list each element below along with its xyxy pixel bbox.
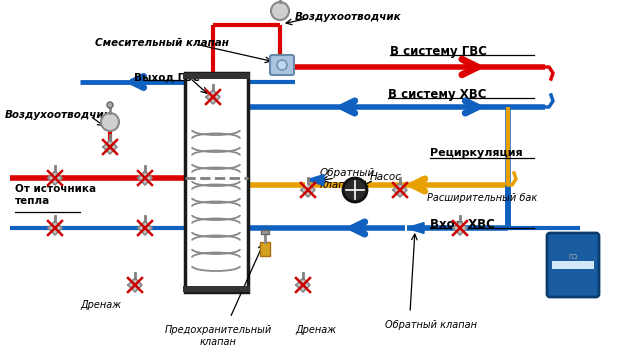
Text: Обратный
клапан: Обратный клапан bbox=[320, 168, 375, 190]
Text: Насос: Насос bbox=[370, 172, 402, 182]
Text: Предохранительный
клапан: Предохранительный клапан bbox=[164, 325, 271, 347]
Text: Вход ХВС: Вход ХВС bbox=[430, 218, 495, 231]
Polygon shape bbox=[128, 278, 142, 292]
Polygon shape bbox=[393, 183, 407, 197]
Polygon shape bbox=[453, 221, 467, 235]
Polygon shape bbox=[296, 278, 310, 292]
Polygon shape bbox=[103, 140, 117, 154]
Text: Рециркуляция: Рециркуляция bbox=[430, 148, 523, 158]
Text: В систему ХВС: В систему ХВС bbox=[388, 88, 487, 101]
Bar bbox=[260, 242, 270, 256]
Bar bbox=[261, 230, 269, 234]
Text: В систему ГВС: В систему ГВС bbox=[390, 45, 487, 58]
Text: Дренаж: Дренаж bbox=[295, 325, 336, 335]
FancyBboxPatch shape bbox=[547, 233, 599, 297]
Polygon shape bbox=[48, 171, 62, 185]
Bar bbox=[185, 73, 248, 292]
Circle shape bbox=[107, 102, 113, 108]
Text: От источника
тепла: От источника тепла bbox=[15, 184, 96, 206]
Polygon shape bbox=[406, 223, 424, 233]
Polygon shape bbox=[138, 221, 152, 235]
Bar bbox=[183, 286, 250, 292]
Circle shape bbox=[343, 178, 367, 202]
Text: Расширительный бак: Расширительный бак bbox=[427, 193, 537, 203]
Text: Дренаж: Дренаж bbox=[80, 300, 121, 310]
Polygon shape bbox=[301, 183, 315, 197]
Text: ΓΩ: ΓΩ bbox=[568, 254, 578, 260]
Bar bbox=[183, 73, 250, 79]
Polygon shape bbox=[138, 171, 152, 185]
Polygon shape bbox=[48, 221, 62, 235]
Circle shape bbox=[277, 60, 287, 70]
Text: Обратный клапан: Обратный клапан bbox=[385, 320, 477, 330]
Polygon shape bbox=[306, 174, 324, 185]
FancyBboxPatch shape bbox=[270, 55, 294, 75]
Circle shape bbox=[271, 2, 289, 20]
Bar bbox=[552, 261, 594, 269]
Text: Смесительный клапан: Смесительный клапан bbox=[95, 38, 229, 48]
Text: Воздухоотводчик: Воздухоотводчик bbox=[295, 12, 402, 22]
Polygon shape bbox=[206, 90, 220, 104]
Circle shape bbox=[101, 113, 119, 131]
Text: Воздухоотводчик: Воздухоотводчик bbox=[5, 110, 112, 120]
Text: Выход ГВС: Выход ГВС bbox=[134, 72, 200, 82]
